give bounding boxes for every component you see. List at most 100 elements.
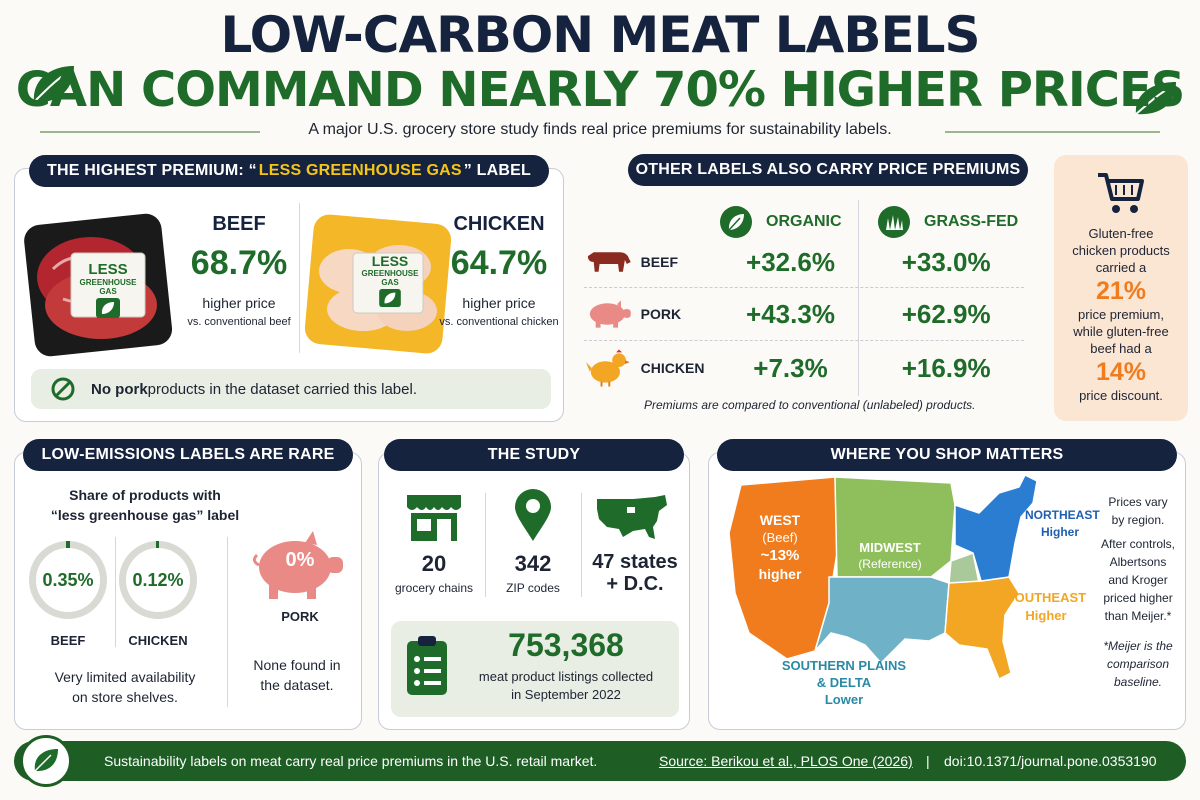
states-line2: + D.C. [606, 573, 664, 595]
row-name: CHICKEN [640, 360, 705, 376]
beef-share-ring: 0.35% [29, 541, 107, 619]
northeast-label: NORTHEAST Higher [1025, 507, 1100, 541]
leaf-decoration-left-icon [33, 66, 74, 103]
chicken-name: CHICKEN [453, 213, 545, 235]
pig-icon [252, 531, 343, 599]
side-line4: Albertsons [1109, 555, 1167, 569]
beef-share-label: BEEF [50, 633, 86, 648]
other-labels-section: OTHER LABELS ALSO CARRY PRICE PREMIUMS O… [580, 150, 1040, 420]
where-you-shop-heading: WHERE YOU SHOP MATTERS [717, 439, 1177, 471]
southeast-line1: SOUTHEAST [1005, 590, 1087, 605]
heading-suffix: ” LABEL [463, 162, 531, 179]
share-line2: “less greenhouse gas” label [50, 507, 240, 523]
gluten-line5: while gluten-free [1073, 324, 1169, 339]
beef-package-icon [24, 213, 173, 357]
chicken-package-label: LESS GREENHOUSE GAS [355, 253, 425, 312]
pork-share-value: 0% [285, 549, 315, 571]
rare-labels-heading: LOW-EMISSIONS LABELS ARE RARE [23, 439, 353, 471]
study-divider-1 [485, 493, 486, 597]
store-icon [407, 495, 461, 541]
us-regions-map-icon [728, 473, 1038, 681]
highest-premium-heading: THE HIGHEST PREMIUM: “LESS GREENHOUSE GA… [29, 155, 549, 187]
chicken-package-icon [304, 214, 452, 354]
chicken-premium-desc: higher price [462, 295, 536, 311]
southeast-line2: Higher [1025, 608, 1067, 623]
study-heading: THE STUDY [384, 439, 684, 471]
side-line7: than Meijer.* [1104, 609, 1172, 623]
no-pork-bold: No pork [91, 380, 148, 398]
shopping-cart-icon [1098, 173, 1144, 213]
package-label-line1: LESS [88, 261, 128, 278]
where-you-shop-panel: WHERE YOU SHOP MATTERS WEST (Beef) ~13% … [708, 439, 1186, 730]
chicken-share-marker [156, 541, 159, 548]
beef-package-label: LESS GREENHOUSE GAS [71, 261, 145, 323]
gluten-line7: price discount. [1079, 388, 1163, 403]
organic-premium: +32.6% [746, 246, 835, 277]
package-label-line2: GREENHOUSE GAS [361, 269, 419, 287]
gluten-beef-value: 14% [1095, 358, 1147, 386]
footer-doi[interactable]: doi:10.1371/journal.pone.0353190 [944, 753, 1157, 769]
west-line1: WEST [759, 512, 801, 528]
midwest-line2: (Reference) [858, 557, 922, 571]
table-row: BEEF +32.6% +33.0% [584, 246, 1024, 278]
study-panel: THE STUDY 20 grocery chains 342 ZIP code… [378, 439, 690, 730]
none-found-note: None found in the dataset. [239, 655, 355, 695]
share-line1: Share of products with [69, 487, 221, 503]
footer-separator: | [926, 753, 930, 769]
footer-bar: Sustainability labels on meat carry real… [14, 735, 1186, 787]
grassfed-premium: +16.9% [901, 352, 991, 383]
availability-note: Very limited availability on store shelv… [35, 667, 215, 707]
subtitle-divider-left [40, 131, 260, 133]
row-name: BEEF [640, 254, 678, 270]
leaf-icon [96, 298, 120, 318]
listings-line2: in September 2022 [511, 687, 621, 702]
grassfed-premium: +33.0% [901, 246, 991, 277]
side-line3: After controls, [1100, 537, 1176, 551]
us-map-icon [597, 495, 667, 539]
availability-line1: Very limited availability [54, 669, 196, 685]
no-pork-note: No pork products in the dataset carried … [31, 369, 551, 409]
cow-icon [587, 252, 631, 272]
gluten-line1: Gluten-free [1088, 226, 1154, 241]
states-value: 47 states + D.C. [585, 551, 685, 595]
share-caption: Share of products with “less greenhouse … [35, 485, 255, 525]
side-line2: by region. [1111, 513, 1165, 527]
midwest-line1: MIDWEST [859, 540, 921, 555]
listings-box: 753,368 meat product listings collected … [391, 621, 679, 717]
rare-divider-1 [115, 537, 116, 647]
midwest-label: MIDWEST (Reference) [845, 539, 935, 573]
gluten-line6: beef had a [1090, 341, 1152, 356]
leaf-icon [379, 289, 401, 307]
page-title-line1: LOW-CARBON MEAT LABELS [220, 6, 981, 64]
region-side-notes: Prices vary by region. After controls, A… [1093, 493, 1183, 691]
footer-leaf-badge [20, 735, 72, 787]
rare-divider-2 [227, 537, 228, 707]
west-line3: ~13% [760, 547, 800, 564]
page-subtitle: A major U.S. grocery store study finds r… [308, 121, 892, 138]
beef-premium-block: BEEF 68.7% higher price vs. conventional… [183, 213, 295, 328]
none-line1: None found in [253, 657, 341, 673]
beef-name: BEEF [212, 213, 266, 235]
chicken-premium-vs: vs. conventional chicken [439, 316, 559, 328]
row-name: PORK [640, 306, 682, 322]
heading-highlight: LESS GREENHOUSE GAS [258, 162, 462, 179]
grassfed-label: GRASS-FED [924, 213, 1019, 230]
chains-value: 20 [421, 551, 447, 576]
gluten-free-box: Gluten-free chicken products carried a 2… [1054, 155, 1188, 421]
side-line5: and Kroger [1108, 573, 1168, 587]
clipboard-icon [407, 636, 447, 695]
gluten-line2: chicken products [1072, 243, 1170, 258]
beef-premium-value: 68.7% [190, 244, 288, 282]
southeast-label: SOUTHEAST Higher [1003, 589, 1089, 625]
listings-value: 753,368 [508, 627, 624, 663]
plains-line2: & DELTA [816, 675, 872, 690]
note-line3: baseline. [1113, 675, 1163, 689]
listings-line1: meat product listings collected [478, 669, 654, 684]
availability-line2: on store shelves. [72, 689, 178, 705]
chicken-icon [585, 349, 630, 387]
no-entry-icon [51, 377, 75, 401]
footer-source-link[interactable]: Source: Berikou et al., PLOS One (2026) [659, 753, 913, 769]
side-line6: priced higher [1103, 591, 1173, 605]
chains-label: grocery chains [394, 581, 474, 595]
leaf-icon [34, 749, 58, 772]
